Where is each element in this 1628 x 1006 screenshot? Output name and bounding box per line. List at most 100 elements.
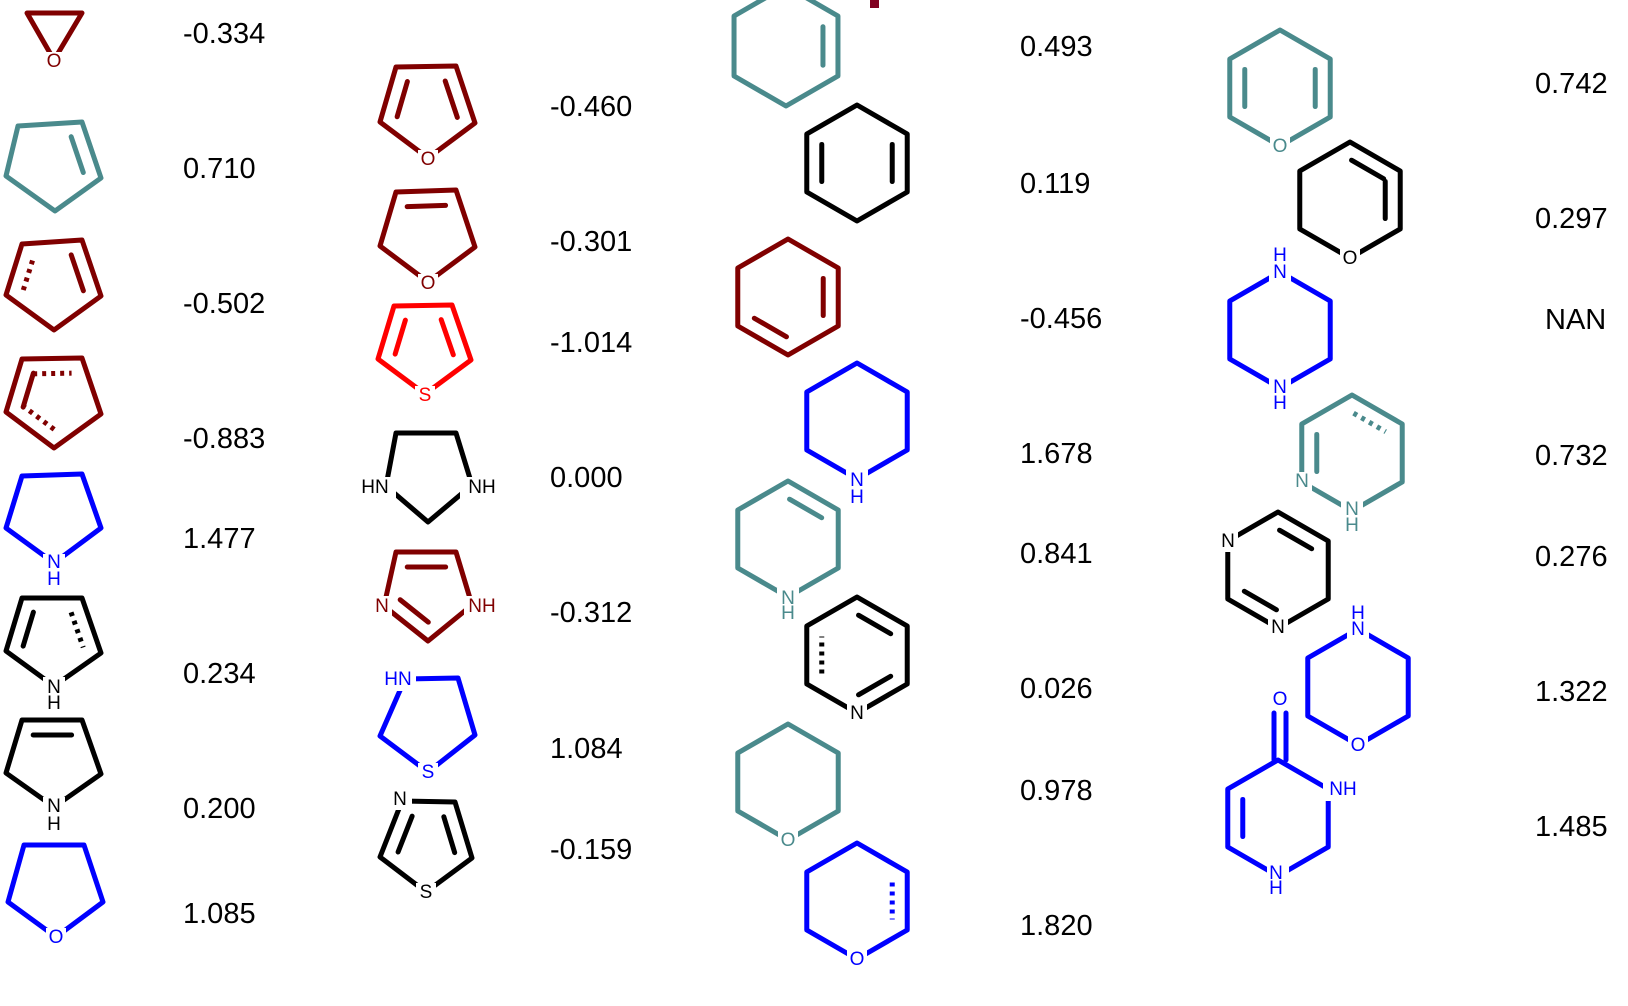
atom-label: N bbox=[1273, 262, 1287, 283]
structure-dihydropyran: O bbox=[804, 840, 910, 970]
structure-thiazolidine: HN S bbox=[377, 669, 478, 783]
value-thiazolidine: 1.084 bbox=[550, 733, 623, 765]
structure-thiazole: NS bbox=[377, 789, 475, 903]
structure-thiophene: S bbox=[375, 302, 474, 406]
atom-label: S bbox=[420, 882, 433, 903]
atom-label: N bbox=[781, 588, 795, 609]
atom-label: H bbox=[47, 569, 61, 590]
value-cyclohexadiene-14: 0.119 bbox=[1020, 168, 1091, 200]
structure-dihydrofuran: O bbox=[377, 187, 478, 294]
atom-label: N bbox=[375, 596, 389, 617]
structure-4h-pyran: O bbox=[1227, 27, 1333, 157]
atom-label: H bbox=[1269, 878, 1283, 899]
structure-oxirane: O bbox=[24, 10, 85, 72]
structure-dihydropyrimidinone: O NH NH bbox=[1225, 689, 1357, 899]
atom-label: O bbox=[49, 927, 64, 948]
atom-label: H bbox=[1273, 245, 1287, 266]
atom-label: H bbox=[1351, 603, 1365, 624]
structure-furan: O bbox=[377, 63, 478, 170]
atom-label: N bbox=[850, 703, 864, 724]
structure-pyrrole: NH bbox=[3, 595, 104, 714]
atom-label: O bbox=[1273, 136, 1288, 157]
value-pyrroline: 0.200 bbox=[183, 793, 256, 825]
value-imidazolidine: 0.000 bbox=[550, 462, 623, 494]
value-thiazole: -0.159 bbox=[550, 834, 633, 866]
atom-label: N bbox=[47, 677, 61, 698]
structure-cyclopentadiene-a bbox=[3, 237, 104, 333]
value-imidazole: -0.312 bbox=[550, 597, 633, 629]
atom-label: S bbox=[419, 385, 432, 406]
atom-label: O bbox=[1273, 689, 1288, 710]
atom-label: H bbox=[47, 814, 61, 835]
atom-label: N bbox=[47, 552, 61, 573]
atom-label: H bbox=[1273, 393, 1287, 414]
atom-label: N bbox=[1345, 499, 1359, 520]
value-cyclohexadiene-13: -0.456 bbox=[1020, 303, 1103, 335]
value-dihydropyran: 1.820 bbox=[1020, 910, 1093, 942]
value-pyrimidine: 0.276 bbox=[1535, 541, 1608, 573]
structure-2h-pyran: O bbox=[1297, 139, 1403, 269]
structure-pyrroline: NH bbox=[3, 717, 104, 835]
atom-label: O bbox=[1351, 735, 1366, 756]
value-dihydropyrimidinone: 1.485 bbox=[1535, 811, 1608, 843]
atom-label: NH bbox=[1329, 779, 1356, 800]
atom-label: O bbox=[421, 149, 436, 170]
value-pyrrolidine: 1.477 bbox=[183, 523, 256, 555]
atom-label: H bbox=[47, 693, 61, 714]
value-tetrahydropyridazine: 0.732 bbox=[1535, 440, 1608, 472]
structure-imidazole: N NH bbox=[372, 549, 500, 644]
value-cyclopentadiene-b: -0.883 bbox=[183, 423, 266, 455]
atom-label: HN bbox=[361, 477, 388, 498]
value-cyclopentene: 0.710 bbox=[183, 153, 256, 185]
atom-label: HN bbox=[384, 669, 411, 690]
value-pyrrole: 0.234 bbox=[183, 658, 256, 690]
structure-piperidine: NH bbox=[804, 360, 910, 508]
atom-label: N bbox=[1221, 531, 1235, 552]
value-cyclopentadiene-a: -0.502 bbox=[183, 288, 266, 320]
atom-label: N bbox=[1271, 617, 1285, 638]
atom-label: H bbox=[1345, 515, 1359, 536]
atom-label: H bbox=[781, 603, 795, 624]
value-thiophene: -1.014 bbox=[550, 327, 633, 359]
value-2h-pyran: 0.297 bbox=[1535, 203, 1608, 235]
value-dihydrofuran: -0.301 bbox=[550, 226, 633, 258]
atom-label: N bbox=[850, 470, 864, 491]
structure-cyclopentadiene-b bbox=[3, 355, 104, 451]
atom-label: NH bbox=[468, 477, 495, 498]
structure-tetrahydrofuran: O bbox=[5, 842, 106, 948]
structure-tetrahydropyran: O bbox=[735, 721, 841, 851]
value-tetrahydropyridine: 0.841 bbox=[1020, 538, 1093, 570]
atom-label: N bbox=[1273, 377, 1287, 398]
structure-pyrimidine: NN bbox=[1218, 509, 1331, 638]
atom-label: O bbox=[1343, 248, 1358, 269]
value-furan: -0.460 bbox=[550, 91, 633, 123]
value-cyclohexene: 0.493 bbox=[1020, 31, 1093, 63]
value-tetrahydrofuran: 1.085 bbox=[183, 898, 256, 930]
structure-cyclopentene bbox=[3, 119, 104, 214]
atom-label: N bbox=[393, 789, 407, 810]
value-piperidine: 1.678 bbox=[1020, 438, 1093, 470]
structure-pyrrolidine: NH bbox=[3, 471, 104, 590]
atom-label: N bbox=[47, 796, 61, 817]
value-oxirane: -0.334 bbox=[183, 18, 266, 50]
structure-tetrahydropyridine: NH bbox=[735, 478, 841, 624]
partial-glyph bbox=[870, 0, 879, 8]
atom-label: O bbox=[421, 273, 436, 294]
atom-label: S bbox=[422, 762, 435, 783]
structure-cyclohexene bbox=[731, 0, 841, 109]
structure-pyridine: N bbox=[804, 594, 910, 724]
atom-label: N bbox=[1269, 863, 1283, 884]
atom-label: N bbox=[1295, 471, 1309, 492]
value-morpholine: 1.322 bbox=[1535, 676, 1608, 708]
structure-imidazolidine: HN NH bbox=[360, 430, 496, 525]
value-pyridine: 0.026 bbox=[1020, 673, 1093, 705]
value-tetrahydropyran: 0.978 bbox=[1020, 775, 1093, 807]
structure-cyclohexadiene-14 bbox=[804, 102, 910, 224]
value-piperazine: NAN bbox=[1545, 304, 1607, 336]
structure-cyclohexadiene-13 bbox=[735, 236, 841, 358]
atom-label: H bbox=[850, 487, 864, 508]
structure-tetrahydropyridazine: NNH bbox=[1292, 392, 1405, 536]
